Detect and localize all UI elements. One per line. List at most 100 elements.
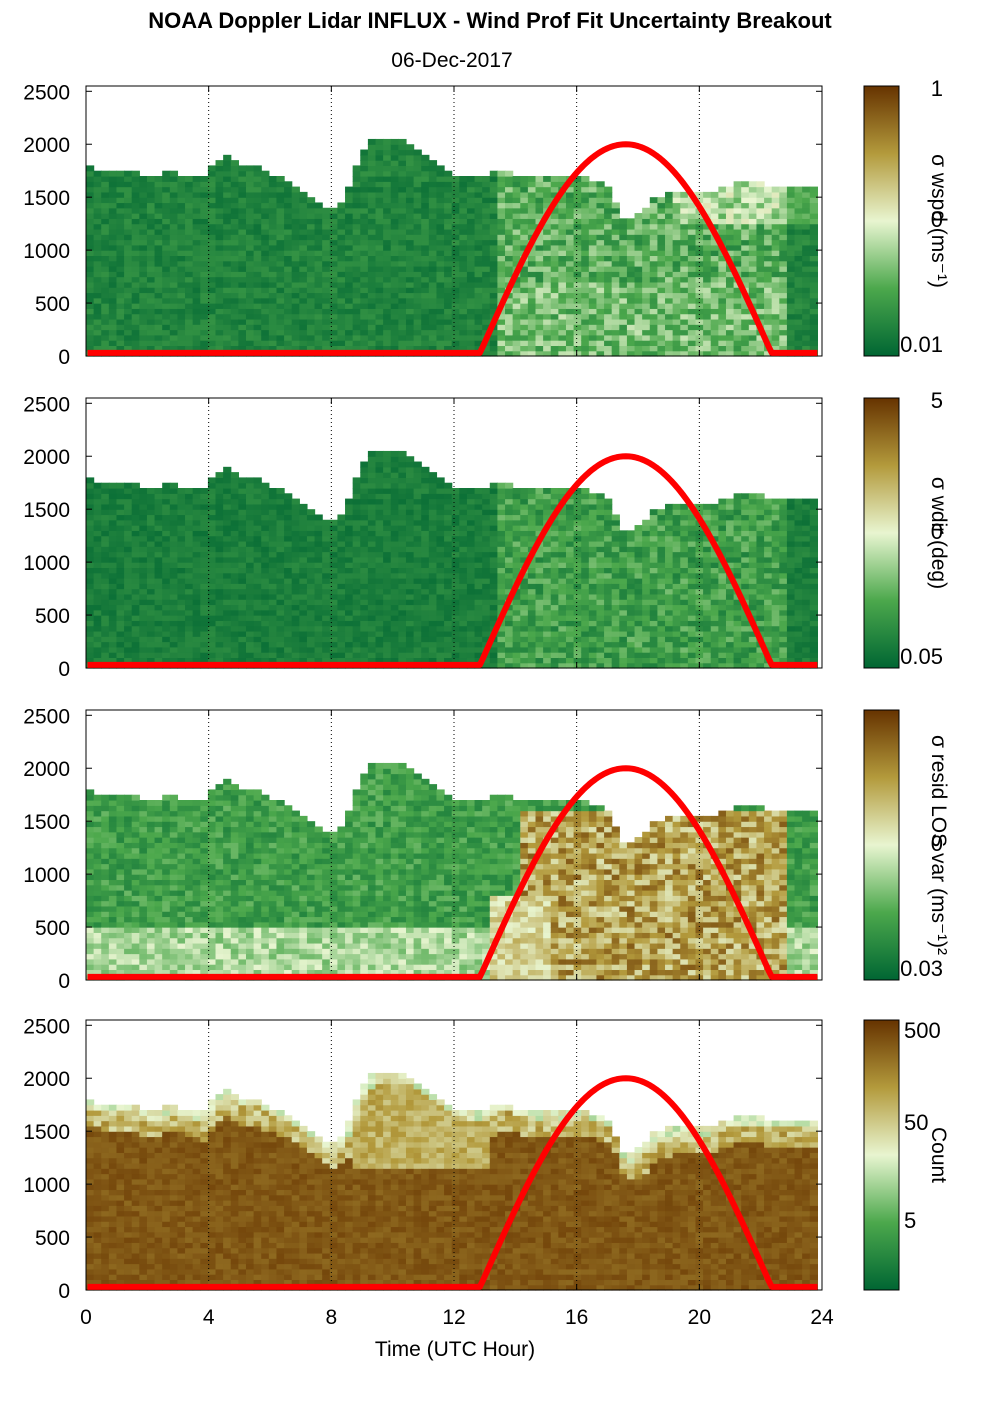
heatmap-cell — [337, 572, 346, 579]
heatmap-cell — [86, 503, 95, 510]
heatmap-cell — [451, 239, 460, 246]
heatmap-cell — [329, 329, 339, 336]
heatmap-cell — [405, 329, 415, 336]
heatmap-cell — [383, 509, 392, 516]
heatmap-cell — [527, 345, 537, 352]
heatmap-cell — [169, 503, 179, 510]
heatmap-cell — [360, 340, 369, 347]
heatmap-cell — [360, 244, 369, 251]
heatmap-cell — [527, 303, 537, 309]
heatmap-cell — [428, 551, 438, 558]
heatmap-cell — [146, 604, 156, 611]
heatmap-cell — [413, 599, 422, 606]
heatmap-cell — [642, 292, 651, 299]
heatmap-cell — [177, 519, 186, 526]
heatmap-cell — [550, 334, 559, 341]
heatmap-cell — [245, 493, 255, 500]
heatmap-cell — [444, 223, 453, 230]
heatmap-cell — [360, 578, 369, 584]
heatmap-cell — [398, 620, 407, 627]
heatmap-cell — [451, 636, 460, 643]
heatmap-cell — [665, 292, 674, 299]
heatmap-cell — [352, 276, 361, 283]
heatmap-cell — [223, 160, 232, 167]
heatmap-cell — [131, 620, 140, 627]
heatmap-cell — [550, 318, 559, 325]
heatmap-cell — [626, 297, 636, 304]
heatmap-cell — [352, 514, 361, 521]
heatmap-cell — [337, 641, 346, 648]
heatmap-cell — [672, 239, 681, 246]
heatmap-cell — [207, 181, 217, 188]
heatmap-cell — [444, 287, 453, 294]
heatmap-cell — [329, 519, 339, 526]
heatmap-cell — [665, 234, 674, 241]
heatmap-cell — [497, 170, 506, 177]
heatmap-cell — [581, 329, 590, 336]
heatmap-cell — [93, 340, 102, 347]
heatmap-cell — [649, 350, 659, 357]
heatmap-cell — [398, 255, 407, 262]
heatmap-cell — [375, 625, 384, 632]
heatmap-cell — [657, 266, 666, 272]
heatmap-cell — [223, 287, 232, 294]
heatmap-cell — [337, 244, 346, 251]
heatmap-cell — [383, 641, 392, 648]
heatmap-cell — [588, 260, 598, 267]
heatmap-cell — [268, 540, 278, 547]
heatmap-cell — [725, 186, 735, 193]
heatmap-cell — [139, 260, 148, 267]
heatmap-cell — [192, 567, 201, 574]
heatmap-cell — [345, 599, 354, 606]
heatmap-cell — [101, 578, 110, 584]
heatmap-cell — [230, 234, 239, 241]
heatmap-cell — [444, 530, 453, 537]
heatmap-cell — [230, 652, 239, 659]
heatmap-cell — [276, 228, 285, 235]
heatmap-cell — [139, 223, 148, 230]
heatmap-cell — [230, 308, 239, 315]
heatmap-cell — [725, 324, 735, 331]
heatmap-cell — [642, 281, 651, 288]
heatmap-cell — [588, 350, 598, 357]
heatmap-cell — [405, 170, 415, 177]
heatmap-cell — [86, 525, 95, 531]
heatmap-cell — [687, 303, 697, 309]
heatmap-cell — [306, 228, 316, 235]
heatmap-cell — [405, 498, 415, 505]
heatmap-cell — [207, 303, 217, 309]
heatmap-cell — [352, 297, 361, 304]
heatmap-cell — [108, 340, 118, 347]
heatmap-cell — [284, 657, 293, 664]
heatmap-cell — [565, 281, 575, 288]
heatmap-cell — [162, 202, 171, 209]
heatmap-cell — [375, 488, 384, 494]
heatmap-cell — [299, 578, 308, 584]
heatmap-cell — [124, 345, 133, 352]
heatmap-cell — [345, 530, 354, 537]
heatmap-cell — [139, 498, 148, 505]
heatmap-cell — [405, 160, 415, 167]
heatmap-cell — [367, 318, 377, 325]
heatmap-cell — [474, 239, 483, 246]
heatmap-cell — [177, 530, 186, 537]
heatmap-cell — [672, 244, 681, 251]
heatmap-cell — [146, 625, 156, 632]
heatmap-cell — [200, 498, 209, 505]
heatmap-cell — [108, 625, 118, 632]
heatmap-cell — [223, 176, 232, 182]
heatmap-cell — [352, 213, 361, 219]
heatmap-cell — [314, 276, 323, 283]
heatmap-cell — [124, 181, 133, 188]
heatmap-cell — [428, 324, 438, 331]
heatmap-cell — [474, 281, 483, 288]
heatmap-cell — [604, 276, 613, 283]
heatmap-cell — [253, 535, 262, 542]
colorbar-label: σ wspd (ms⁻¹) — [927, 154, 950, 288]
heatmap-cell — [223, 615, 232, 621]
heatmap-cell — [230, 271, 239, 278]
heatmap-cell — [345, 609, 354, 616]
heatmap-cell — [261, 176, 270, 182]
heatmap-cell — [345, 604, 354, 611]
heatmap-cell — [337, 255, 346, 262]
